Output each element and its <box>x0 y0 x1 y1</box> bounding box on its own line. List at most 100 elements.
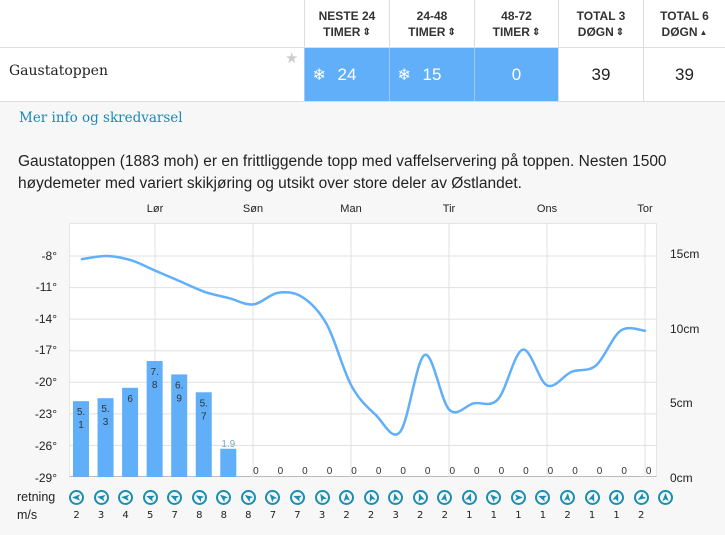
cell-total-3-days: 39 <box>558 48 643 101</box>
svg-text:0: 0 <box>327 466 333 477</box>
header-label: NESTE 24 <box>318 9 376 23</box>
cell-24-48h: ❄ 15 <box>389 48 474 101</box>
header-total-6-days[interactable]: TOTAL 6 DØGN ▲ <box>643 0 725 48</box>
cell-total-6-days: 39 <box>643 48 725 101</box>
svg-text:6: 6 <box>127 394 133 405</box>
star-icon[interactable]: ★ <box>285 49 299 67</box>
header-label: 48-72 <box>501 9 532 23</box>
header-48-72h[interactable]: 48-72 TIMER ⇕ <box>474 0 558 48</box>
wind-direction-icon <box>363 490 379 505</box>
more-info-link[interactable]: Mer info og skredvarsel <box>19 110 183 126</box>
wind-direction-icon <box>486 490 502 505</box>
header-total-3-days[interactable]: TOTAL 3 DØGN ⇕ <box>558 0 643 48</box>
wind-direction-icon <box>142 490 158 505</box>
svg-text:0: 0 <box>646 466 652 477</box>
wind-direction-icon <box>535 490 551 505</box>
day-label: Man <box>340 203 362 215</box>
svg-text:0: 0 <box>621 466 627 477</box>
header-label: TOTAL 3 <box>576 9 626 23</box>
wind-direction-icon <box>437 490 453 505</box>
svg-text:1: 1 <box>78 420 84 431</box>
svg-text:0: 0 <box>400 466 406 477</box>
wind-speed-value: 3 <box>97 510 105 521</box>
wind-direction-icon <box>118 490 134 505</box>
wind-speed-value: 1 <box>490 510 498 521</box>
wind-speed-value: 4 <box>122 510 129 521</box>
wind-speed-value: 7 <box>294 510 301 521</box>
wind-direction-icon <box>412 490 428 505</box>
svg-text:5.: 5. <box>200 398 208 409</box>
svg-text:9: 9 <box>176 393 182 404</box>
sort-asc-icon: ▲ <box>699 28 708 37</box>
station-name[interactable]: Gaustatoppen <box>9 63 108 79</box>
svg-text:0: 0 <box>474 466 480 477</box>
plot-area <box>69 223 657 477</box>
sort-icon: ⇕ <box>615 27 625 38</box>
svg-text:0: 0 <box>302 466 308 477</box>
cell-value: 24 <box>337 65 357 84</box>
day-label: Lør <box>146 203 164 215</box>
wind-speed-value: 7 <box>269 510 277 521</box>
svg-text:0: 0 <box>376 466 382 477</box>
temp-axis-tick: -11° <box>35 280 57 294</box>
wind-direction-icon <box>658 490 674 505</box>
header-label: TIMER <box>408 25 446 39</box>
temp-axis-tick: -20° <box>34 375 57 389</box>
wind-direction-icon <box>609 490 625 505</box>
snow-axis-tick: 0cm <box>670 471 693 485</box>
wind-speed-value: 1 <box>588 510 596 521</box>
svg-text:0: 0 <box>499 466 505 477</box>
wind-speed-value: 2 <box>441 510 448 521</box>
svg-text:0: 0 <box>278 466 284 477</box>
table-header-row: NESTE 24 TIMER ⇕ 24-48 TIMER ⇕ 48-72 TIMER… <box>0 0 725 48</box>
wind-direction-icon <box>289 490 305 505</box>
wind-direction-icon <box>93 490 109 505</box>
svg-text:3: 3 <box>103 417 109 428</box>
temp-axis-tick: -29° <box>34 471 57 485</box>
wind-speed-value: 5 <box>146 510 154 521</box>
wind-speed-value: 2 <box>637 510 645 521</box>
table-row[interactable]: Gaustatoppen ★ ❄ 24 ❄ 15 0 39 39 <box>0 48 725 102</box>
svg-text:0: 0 <box>253 466 259 477</box>
cell-48-72h: 0 <box>474 48 558 101</box>
snowflake-icon: ❄ <box>312 67 326 84</box>
header-24-48h[interactable]: 24-48 TIMER ⇕ <box>389 0 474 48</box>
cell-value: 39 <box>591 65 611 84</box>
wind-speed-value: 2 <box>564 510 571 521</box>
wind-speed-value: 8 <box>196 510 203 521</box>
svg-text:0: 0 <box>572 466 578 477</box>
svg-text:1.9: 1.9 <box>221 439 235 450</box>
wind-speed-value: 1 <box>515 510 522 521</box>
header-label: 24-48 <box>416 9 448 23</box>
wind-speed-label: m/s <box>17 508 38 522</box>
snow-forecast-table: NESTE 24 TIMER ⇕ 24-48 TIMER ⇕ 48-72 TIMER… <box>0 0 725 102</box>
wind-speed-value: 1 <box>613 510 620 521</box>
wind-direction-icon <box>510 490 526 505</box>
wind-speed-value: 1 <box>466 510 473 521</box>
temp-axis-tick: -26° <box>34 439 57 453</box>
wind-direction-icon <box>240 490 256 505</box>
wind-direction-icon <box>216 490 232 505</box>
snow-axis-tick: 15cm <box>670 247 700 261</box>
wind-speed-value: 3 <box>318 510 326 521</box>
header-next-24h[interactable]: NESTE 24 TIMER ⇕ <box>304 0 389 48</box>
sort-icon: ⇕ <box>362 27 371 38</box>
temp-axis-tick: -14° <box>34 312 57 326</box>
wind-direction-icon <box>191 490 207 505</box>
svg-text:0: 0 <box>425 466 431 477</box>
day-label: Ons <box>536 203 558 215</box>
svg-text:0: 0 <box>548 466 554 477</box>
svg-text:0: 0 <box>597 466 603 477</box>
chart-canvas: 5. 1 5. 3 6 7. 8 6. 9 5. 7 1.9 0 0 0 0 0 0 0 0 0 0 0 0 0 0 0 0 0 <box>69 223 657 477</box>
temp-axis-tick: -8° <box>41 249 57 263</box>
wind-direction-icon <box>265 490 281 505</box>
svg-text:0: 0 <box>449 466 455 477</box>
snow-axis-tick: 5cm <box>670 396 693 410</box>
svg-text:5.: 5. <box>77 407 85 418</box>
svg-text:7.: 7. <box>150 367 158 378</box>
wind-direction-icon <box>167 490 183 505</box>
forecast-chart: Lør Søn Man Tir Ons Tor -8° -11° -14° -1… <box>0 200 725 535</box>
wind-direction-label: retning <box>17 490 56 504</box>
svg-text:7: 7 <box>201 411 207 422</box>
svg-text:0: 0 <box>351 466 357 477</box>
